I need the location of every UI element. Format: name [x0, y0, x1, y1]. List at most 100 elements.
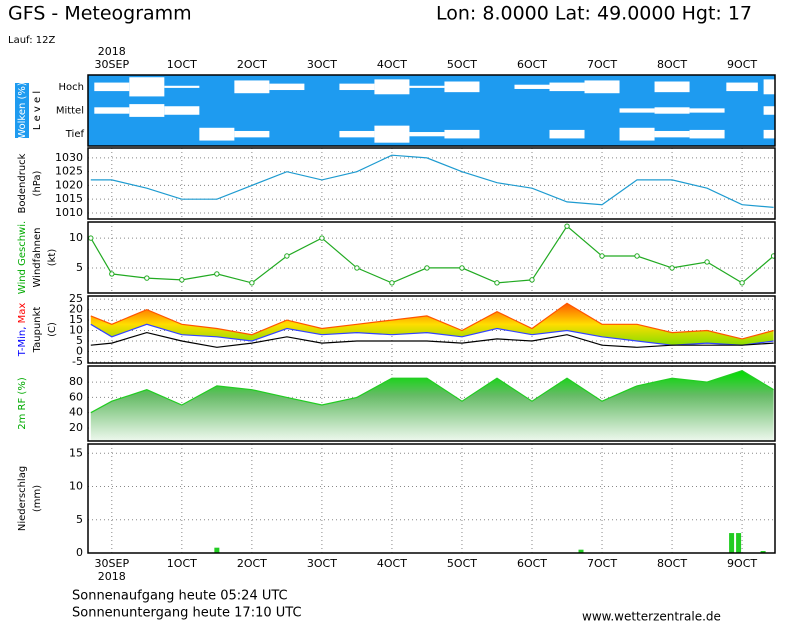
x-tick-label: 6OCT [517, 58, 547, 71]
x-tick-label: 8OCT [657, 557, 687, 570]
y-tick-label: 1030 [55, 151, 83, 164]
line [90, 302, 774, 340]
y-axis-label: Niederschlag [17, 466, 28, 531]
marker [319, 235, 325, 241]
y-tick-label: 60 [69, 390, 83, 403]
y-tick-label: 1025 [55, 165, 83, 178]
panel [88, 296, 775, 363]
cloud-cover [129, 77, 165, 97]
y-axis-label-part: (kt) [47, 249, 58, 267]
cloud-cover [269, 83, 305, 91]
cloud-cover [763, 106, 775, 115]
cloud-cover [549, 82, 585, 92]
y-tick-label: 25 [69, 292, 83, 305]
cloud-cover [654, 107, 690, 114]
y-axis-label-part: Bodendruck [17, 153, 28, 213]
marker [144, 275, 150, 281]
y-axis-label-part: T-Min, [17, 327, 28, 358]
marker [494, 280, 500, 286]
level-label: Tief [65, 129, 85, 140]
bar [578, 549, 584, 553]
line [90, 323, 774, 346]
cloud-cover [689, 108, 725, 113]
y-axis-label-part: Taupunkt [32, 307, 43, 354]
marker [459, 265, 465, 271]
cloud-cover [444, 129, 480, 139]
cloud-cover [94, 82, 130, 92]
y-axis-label: 2m RF (%) [17, 377, 28, 430]
line [90, 154, 774, 208]
x-tick-label: 2OCT [237, 557, 267, 570]
x-tick-label: 9OCT [727, 58, 757, 71]
panel-frame [87, 74, 776, 147]
y-axis-label-part: Windfahnen [32, 228, 43, 288]
panel [88, 444, 775, 553]
x-tick-label: 3OCT [307, 58, 337, 71]
cloud-cover [689, 129, 725, 139]
x-tick-label: 4OCT [377, 557, 407, 570]
panel-bg [88, 222, 775, 293]
cloud-cover [164, 85, 200, 88]
cloud-cover [374, 79, 410, 95]
marker [424, 265, 430, 271]
cloud-cover [619, 108, 655, 113]
x-tick-label: 30SEP [95, 58, 130, 71]
location: Lon: 8.0000 Lat: 49.0000 Hgt: 17 [436, 3, 752, 25]
y-tick-label: 15 [69, 313, 83, 326]
y-tick-label: 80 [69, 375, 83, 388]
y-tick-label: 5 [76, 261, 83, 274]
cloud-cover [654, 81, 690, 93]
panel-frame [87, 295, 776, 364]
cloud-cover [549, 129, 585, 139]
marker [564, 223, 570, 229]
y-tick-label: 20 [69, 421, 83, 434]
marker [770, 253, 775, 259]
y-tick-label: 40 [69, 406, 83, 419]
x-tick-label: 7OCT [587, 557, 617, 570]
y-axis-label-part: L e v e l [32, 91, 43, 130]
year-label: 2018 [98, 45, 126, 58]
run: Lauf: 12Z [8, 35, 55, 46]
cloud-cover [444, 81, 480, 93]
cloud-cover [514, 84, 550, 89]
y-axis-label-part: (hPa) [32, 170, 43, 196]
y-axis-label: Windfahnen [32, 228, 43, 288]
bar [214, 547, 220, 553]
cloud-cover [726, 82, 758, 92]
y-axis-label: (C) [47, 322, 58, 337]
x-tick-label: 6OCT [517, 557, 547, 570]
temp-band [90, 303, 774, 346]
panel [88, 148, 775, 219]
x-tick-label: 1OCT [167, 58, 197, 71]
panel [88, 222, 775, 293]
cloud-cover [763, 129, 775, 139]
x-tick-label: 5OCT [447, 58, 477, 71]
y-tick-label: 1010 [55, 206, 83, 219]
level-label: Hoch [59, 82, 84, 93]
panel [88, 75, 775, 146]
y-tick-label: 20 [69, 303, 83, 316]
bar [736, 533, 742, 553]
y-axis-label: Wind Geschwi. [17, 221, 28, 294]
sunrise: Sonnenaufgang heute 05:24 UTC [72, 589, 288, 604]
marker [249, 280, 255, 286]
y-tick-label: 0 [76, 546, 83, 559]
y-axis-label: L e v e l [32, 91, 43, 130]
y-axis-label: T-Min, Max [17, 303, 28, 358]
cloud-cover [164, 106, 200, 115]
y-axis-label-part: (C) [47, 322, 58, 337]
marker [88, 235, 94, 241]
marker [529, 277, 535, 283]
year-label: 2018 [98, 570, 126, 583]
y-axis-label-part: Max [17, 303, 28, 327]
panel [88, 366, 775, 441]
x-tick-label: 2OCT [237, 58, 267, 71]
bar [729, 533, 735, 553]
y-tick-label: 1020 [55, 178, 83, 191]
y-axis-label-part: Niederschlag [17, 466, 28, 531]
cloud-cover [619, 127, 655, 141]
marker [214, 271, 220, 277]
x-tick-label: 1OCT [167, 557, 197, 570]
y-tick-label: 10 [69, 480, 83, 493]
